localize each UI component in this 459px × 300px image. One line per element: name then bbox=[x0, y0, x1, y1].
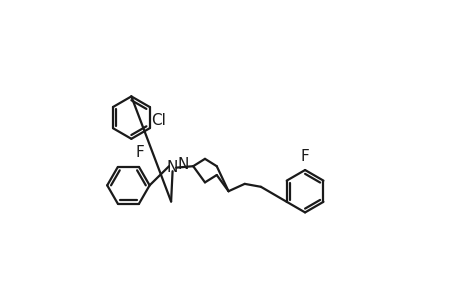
Text: N: N bbox=[167, 160, 178, 175]
Text: N: N bbox=[177, 157, 188, 172]
Text: Cl: Cl bbox=[151, 113, 166, 128]
Text: F: F bbox=[135, 146, 144, 160]
Text: F: F bbox=[300, 148, 309, 164]
